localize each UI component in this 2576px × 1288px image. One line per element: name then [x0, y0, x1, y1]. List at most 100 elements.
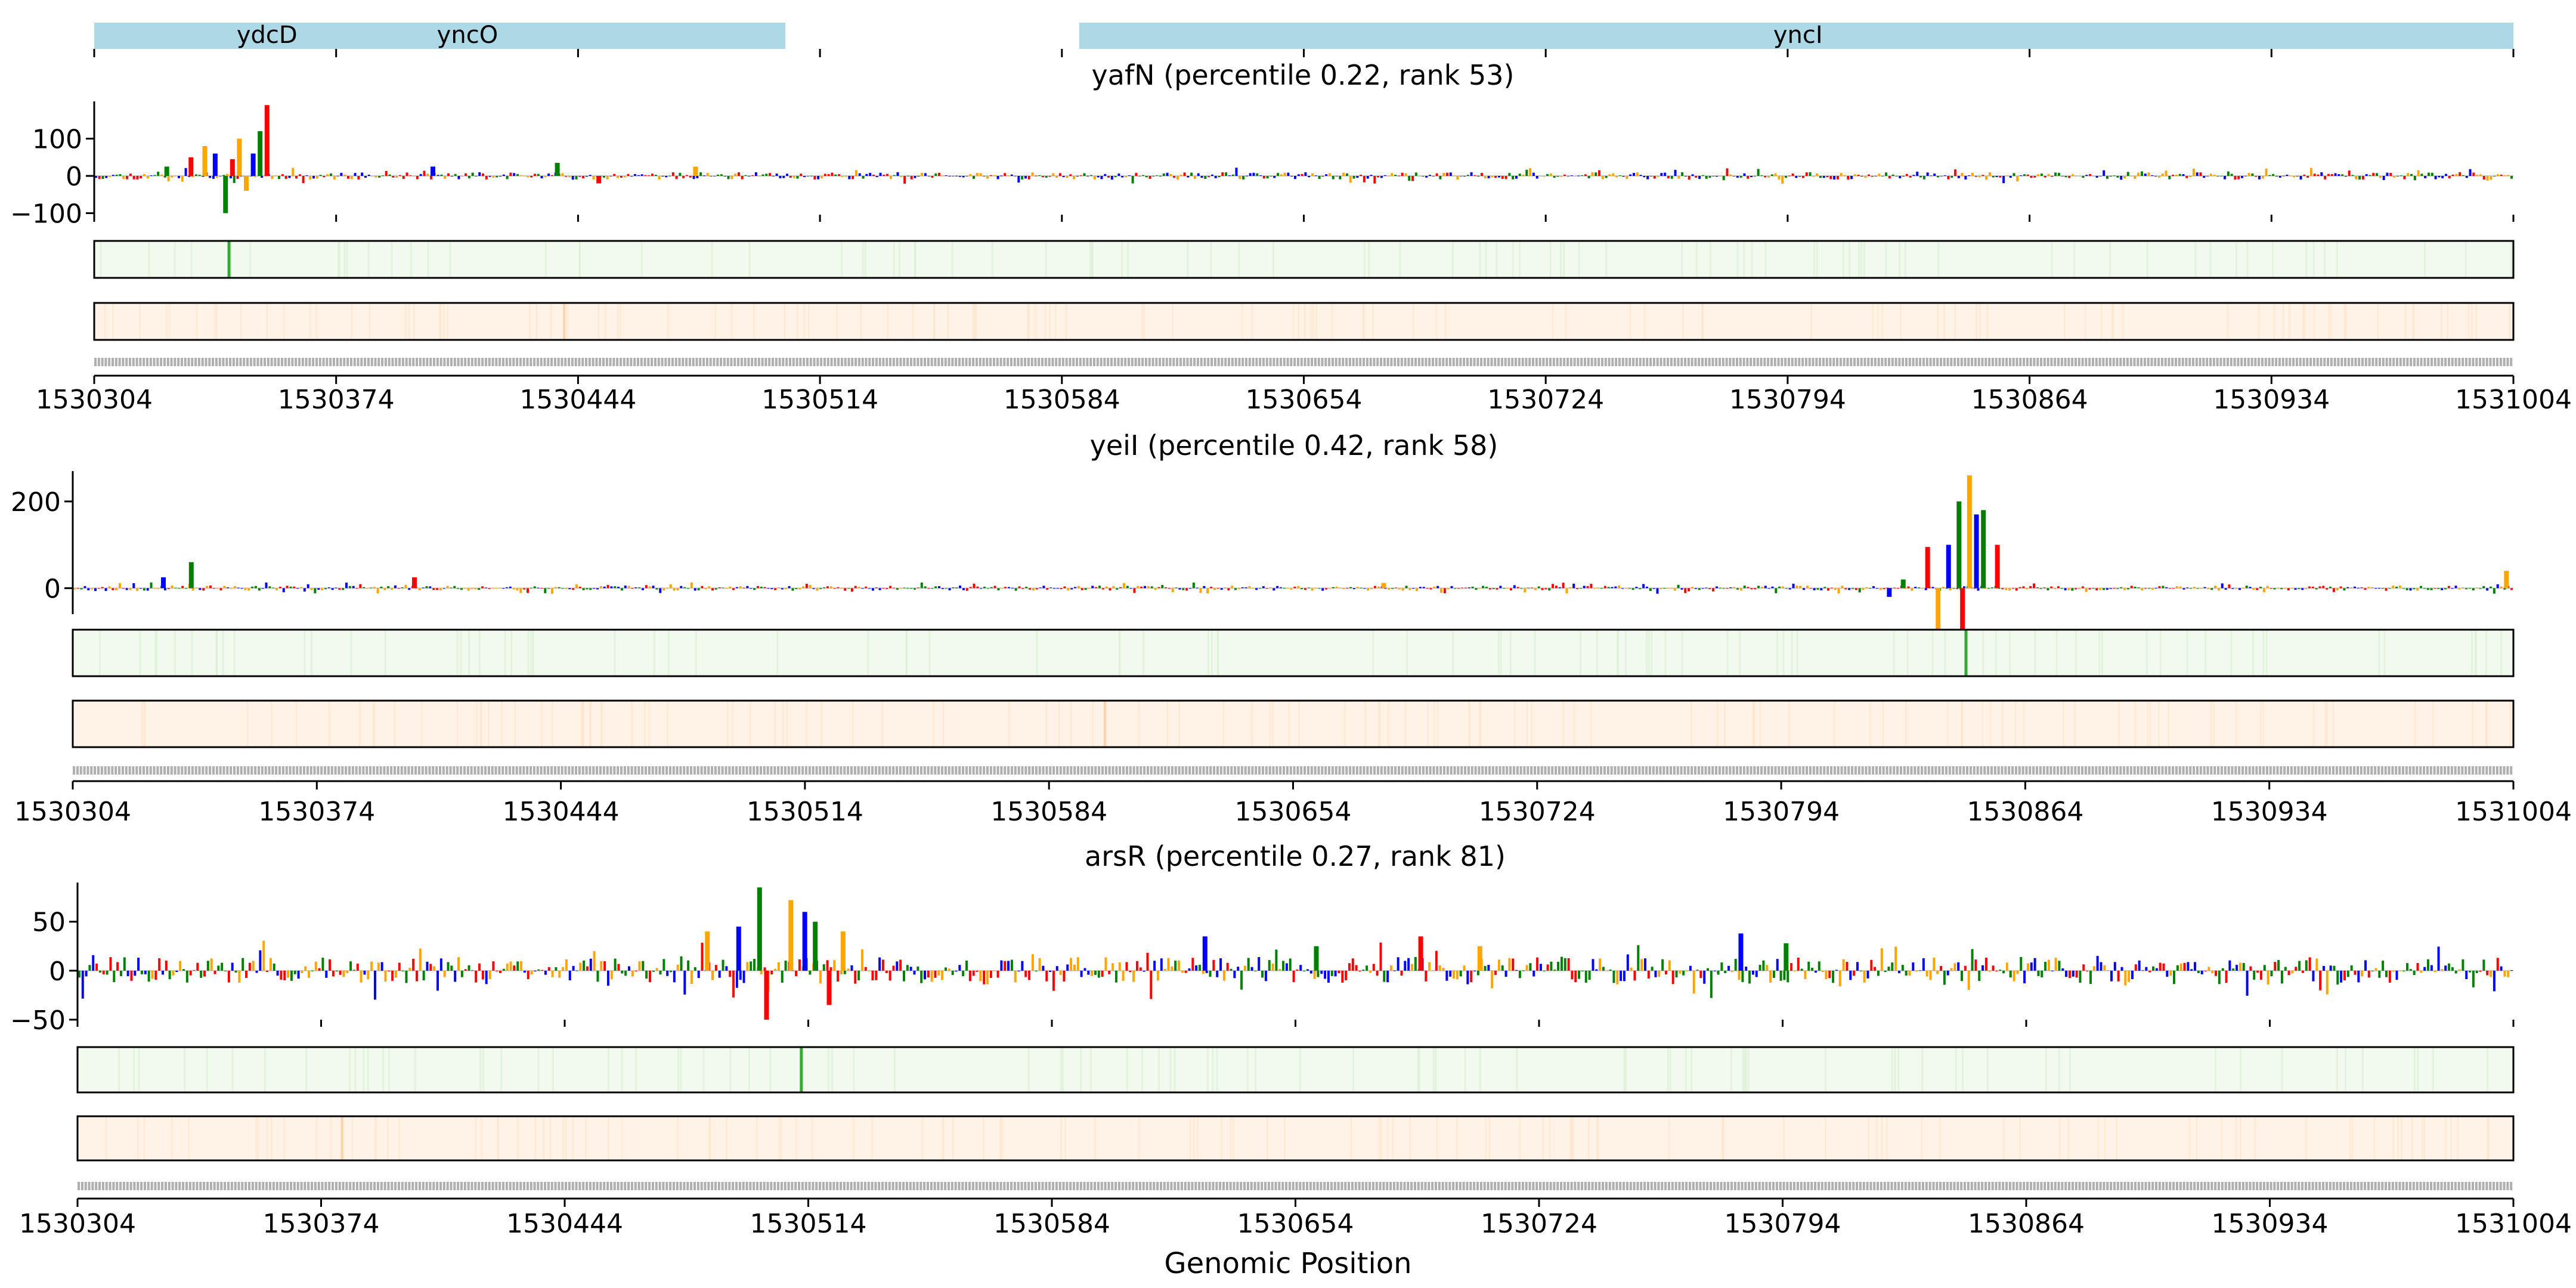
attribution-bar [965, 960, 968, 971]
attribution-bar [1809, 172, 1812, 176]
attribution-bar [2113, 962, 2116, 971]
sequence-base [1610, 766, 1613, 775]
sequence-base [1411, 358, 1414, 366]
attribution-bar [132, 583, 135, 589]
attribution-bar [606, 584, 609, 589]
sequence-base [351, 766, 354, 775]
sequence-base [1789, 1182, 1792, 1190]
attribution-bar [732, 588, 735, 590]
sequence-base [1865, 766, 1868, 775]
sequence-base [2444, 358, 2447, 366]
heatmap-orange-stripe [1643, 303, 1646, 340]
attribution-bar [1466, 970, 1469, 984]
heatmap-orange-stripe [1001, 1116, 1004, 1160]
y-tick-label: 50 [32, 908, 66, 938]
sequence-base [860, 1182, 863, 1190]
attribution-bar [2426, 588, 2429, 590]
sequence-base [2330, 358, 2333, 366]
sequence-base [917, 358, 919, 366]
sequence-base [1259, 358, 1262, 366]
attribution-bar [1466, 175, 1469, 176]
attribution-bar [1014, 588, 1017, 591]
sequence-base [1306, 766, 1309, 775]
sequence-base [2314, 766, 2317, 775]
sequence-base [773, 766, 776, 775]
attribution-bar [2277, 588, 2280, 589]
heatmap-green-bg [78, 1047, 2513, 1092]
sequence-base [735, 766, 738, 775]
sequence-base [1835, 1182, 1838, 1190]
attribution-bar [1849, 970, 1852, 980]
attribution-bar [1227, 588, 1230, 591]
sequence-base [1027, 1182, 1030, 1190]
sequence-base [2304, 1182, 2307, 1190]
heatmap-orange-stripe [475, 1116, 477, 1160]
sequence-base [369, 766, 372, 775]
sequence-base [1650, 1182, 1653, 1190]
heatmap-green-stripe [2361, 1047, 2364, 1092]
attribution-bar [2159, 962, 2162, 971]
sequence-base [1902, 358, 1905, 366]
sequence-base [816, 358, 819, 366]
sequence-base [2196, 766, 2199, 775]
attribution-bar [429, 964, 432, 971]
sequence-base [1549, 1182, 1552, 1190]
sequence-base [655, 1182, 658, 1190]
sequence-base [1727, 1182, 1730, 1190]
attribution-bar [2162, 586, 2165, 589]
attribution-bar [457, 176, 460, 179]
sequence-base [1198, 1182, 1201, 1190]
sequence-base [1452, 358, 1455, 366]
sequence-base [132, 358, 135, 366]
attribution-bar [331, 588, 334, 590]
sequence-base [732, 766, 735, 775]
sequence-base [857, 1182, 860, 1190]
attribution-bar [129, 174, 132, 176]
attribution-bar [1345, 173, 1348, 176]
sequence-base [2134, 1182, 2137, 1190]
attribution-bar [1457, 588, 1460, 589]
sequence-base [711, 766, 714, 775]
attribution-bar [1278, 968, 1281, 971]
attribution-bar [1668, 960, 1671, 971]
sequence-base [1873, 1182, 1876, 1190]
attribution-bar [2385, 970, 2388, 977]
sequence-base [2311, 1182, 2314, 1190]
heatmap-orange-stripe [1542, 1116, 1544, 1160]
attribution-bar [2134, 176, 2137, 179]
sequence-base [1240, 1182, 1243, 1190]
heatmap-orange-stripe [726, 1116, 728, 1160]
attribution-bar [306, 584, 309, 589]
sequence-base [836, 766, 839, 775]
attribution-bar [1602, 967, 1605, 971]
attribution-bar [1670, 588, 1673, 589]
y-tick-label: 0 [44, 574, 61, 604]
attribution-bar [1171, 966, 1174, 971]
attribution-bar [718, 970, 721, 978]
heatmap-orange-stripe [581, 701, 584, 747]
sequence-base [581, 358, 584, 366]
sequence-base [463, 1182, 466, 1190]
x-tick-label: 1530444 [519, 385, 636, 415]
attribution-bar [631, 587, 634, 589]
attribution-bar [2249, 966, 2252, 971]
sequence-base [1223, 766, 1226, 775]
sequence-base [332, 1182, 335, 1190]
attribution-bar [2413, 588, 2416, 590]
attribution-bar [1143, 970, 1145, 972]
heatmap-orange-stripe [257, 1116, 259, 1160]
sequence-base [1408, 766, 1411, 775]
heatmap-orange-stripe [456, 701, 459, 747]
sequence-strip [94, 358, 2513, 366]
attribution-bar [1110, 176, 1113, 180]
sequence-base [2370, 766, 2373, 775]
heatmap-orange-stripe [2122, 303, 2124, 340]
attribution-bar [481, 586, 484, 589]
sequence-base [714, 1182, 717, 1190]
attribution-bar [1750, 588, 1753, 590]
heatmap-orange-stripe [2221, 1116, 2223, 1160]
sequence-base [1355, 358, 1358, 366]
attribution-bar [2099, 176, 2102, 177]
attribution-bar [1952, 588, 1955, 589]
attribution-bar [1950, 968, 1953, 971]
